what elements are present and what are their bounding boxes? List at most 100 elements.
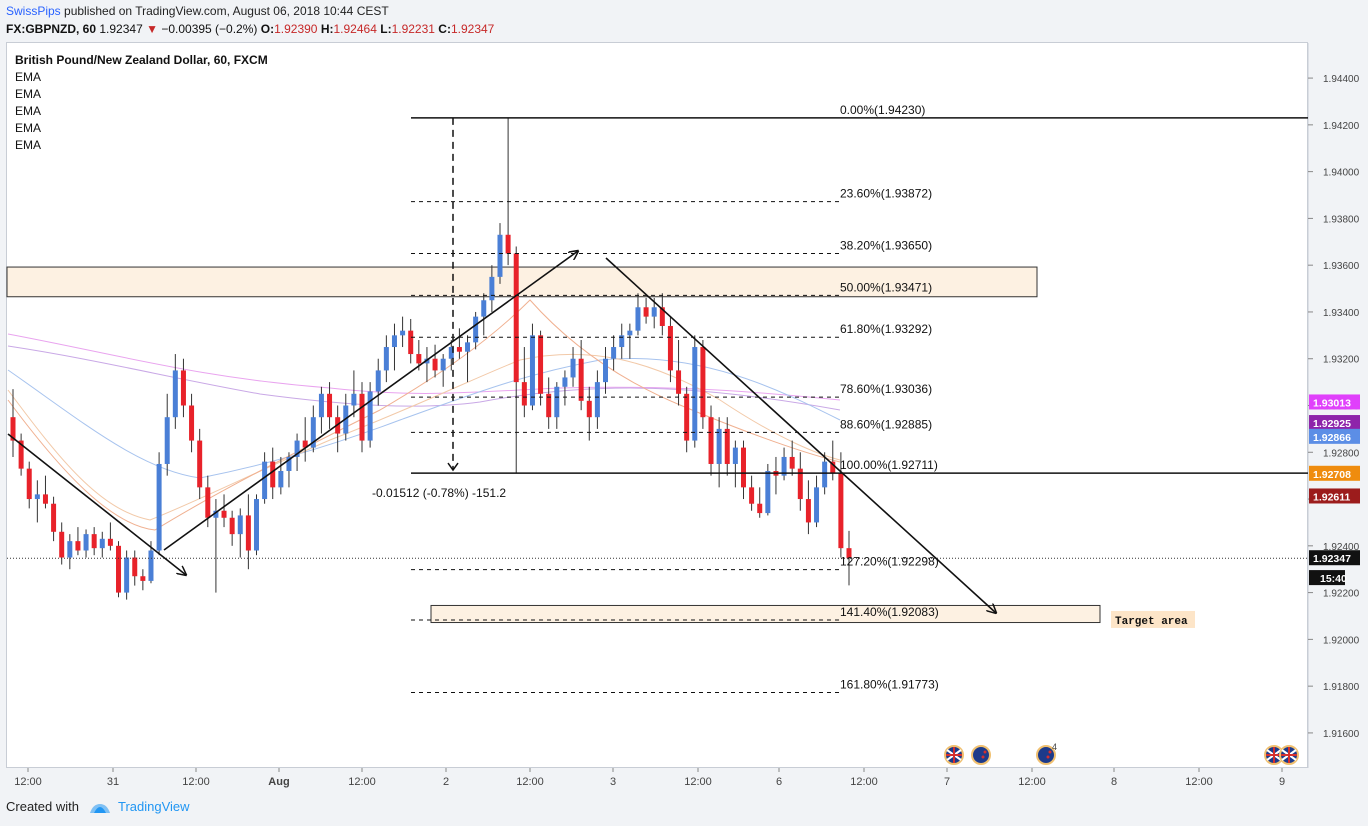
- target-area-label: Target area: [1115, 616, 1188, 628]
- indicator-ema[interactable]: EMA: [15, 138, 42, 152]
- candle-body: [286, 456, 292, 471]
- candle-body: [586, 400, 592, 418]
- time-axis-label: 2: [443, 776, 449, 788]
- candle-body: [757, 503, 763, 514]
- price-badge: [1309, 415, 1360, 431]
- candle-body: [351, 393, 357, 406]
- candle-body: [611, 347, 617, 359]
- candle-body: [546, 393, 552, 418]
- flag-star: [983, 750, 987, 754]
- candle-body: [692, 347, 698, 441]
- candle-body: [684, 393, 690, 441]
- ema-line: [7, 357, 841, 479]
- uk-event-flag-icon: [944, 745, 964, 765]
- footer: Created with TradingView: [6, 799, 190, 814]
- candle-body: [797, 468, 803, 500]
- candle-body: [676, 370, 682, 394]
- price-axis-label: 1.94200: [1323, 121, 1360, 132]
- price-badge-label: 1.93013: [1313, 397, 1351, 409]
- high-label: H:: [320, 22, 334, 36]
- candle-body: [724, 428, 730, 464]
- publish-header: SwissPips published on TradingView.com, …: [6, 4, 389, 18]
- candle-body: [172, 370, 178, 418]
- time-axis-label: 12:00: [850, 776, 878, 788]
- candle-body: [10, 417, 16, 441]
- indicator-ema[interactable]: EMA: [15, 104, 42, 118]
- candle-body: [814, 487, 820, 523]
- candle-body: [838, 473, 844, 549]
- created-with-label: Created with: [6, 799, 79, 814]
- candle-body: [505, 234, 511, 254]
- time-axis-label: 12:00: [1185, 776, 1213, 788]
- trend-arrow: [605, 257, 996, 613]
- chart-frame[interactable]: [6, 42, 1308, 768]
- candle-body: [594, 382, 600, 418]
- fib-level-label: 23.60%(1.93872): [840, 187, 932, 201]
- indicator-ema[interactable]: EMA: [15, 87, 42, 101]
- trend-arrow: [7, 433, 186, 575]
- low-value: 1.92231: [391, 22, 435, 36]
- price-badge: [1309, 428, 1360, 444]
- candle-body: [732, 447, 738, 464]
- price-badge: [1309, 550, 1360, 566]
- candle-body: [116, 545, 122, 593]
- candle-body: [635, 307, 641, 331]
- candle-body: [237, 515, 243, 535]
- measure-arrow-icon: [447, 462, 459, 472]
- candle-body: [432, 358, 438, 371]
- candle-body: [667, 325, 673, 371]
- candle-body: [132, 557, 138, 577]
- tradingview-brand-link[interactable]: TradingView: [118, 799, 190, 814]
- candle-body: [765, 470, 771, 514]
- candle-body: [18, 440, 24, 469]
- price-badge-label: 1.92866: [1313, 432, 1351, 444]
- candle-body: [140, 576, 146, 581]
- candle-body: [51, 503, 57, 532]
- ema-line: [7, 333, 841, 401]
- candle-body: [716, 428, 722, 464]
- indicator-ema[interactable]: EMA: [15, 70, 42, 84]
- candle-body: [408, 330, 414, 355]
- candle-body: [383, 347, 389, 371]
- candle-body: [91, 534, 97, 549]
- candle-body: [107, 538, 113, 546]
- flag-cross-red: [946, 747, 962, 763]
- measure-label: -0.01512 (-0.78%) -151.2: [372, 486, 506, 500]
- candle-body: [448, 347, 454, 359]
- candle-body: [497, 234, 503, 277]
- candle-body: [375, 370, 381, 392]
- candle-body: [456, 347, 462, 352]
- candle-body: [310, 417, 316, 448]
- open-label: O:: [260, 22, 275, 36]
- candle-body: [197, 440, 203, 488]
- event-count-label: 4: [1052, 742, 1057, 752]
- fib-level-label: 88.60%(1.92885): [840, 417, 932, 431]
- price-axis-label: 1.93400: [1323, 308, 1360, 319]
- indicator-ema[interactable]: EMA: [15, 121, 42, 135]
- chart-title: British Pound/New Zealand Dollar, 60, FX…: [15, 53, 268, 67]
- candle-body: [538, 335, 544, 394]
- candle-body: [659, 307, 665, 326]
- candle-body: [554, 386, 560, 418]
- open-value: 1.92390: [274, 22, 318, 36]
- candle-body: [465, 342, 471, 352]
- candle-body: [156, 463, 162, 551]
- fib-level-label: 141.40%(1.92083): [840, 605, 939, 619]
- candle-body: [391, 335, 397, 348]
- candle-body: [603, 358, 609, 383]
- price-axis-label: 1.94000: [1323, 168, 1360, 179]
- candle-body: [34, 494, 40, 500]
- author-link[interactable]: SwissPips: [6, 4, 61, 18]
- candle-body: [164, 417, 170, 464]
- candle-body: [67, 541, 73, 558]
- candle-body: [253, 499, 259, 551]
- price-badge-label: 1.92347: [1313, 553, 1351, 565]
- price-badge-label: 15:40: [1320, 573, 1347, 585]
- candle-body: [83, 534, 89, 551]
- candle-body: [278, 470, 284, 488]
- candle-body: [270, 461, 276, 488]
- candle-body: [562, 377, 568, 387]
- candle-body: [400, 330, 406, 336]
- published-text: published on TradingView.com, August 06,…: [64, 4, 389, 18]
